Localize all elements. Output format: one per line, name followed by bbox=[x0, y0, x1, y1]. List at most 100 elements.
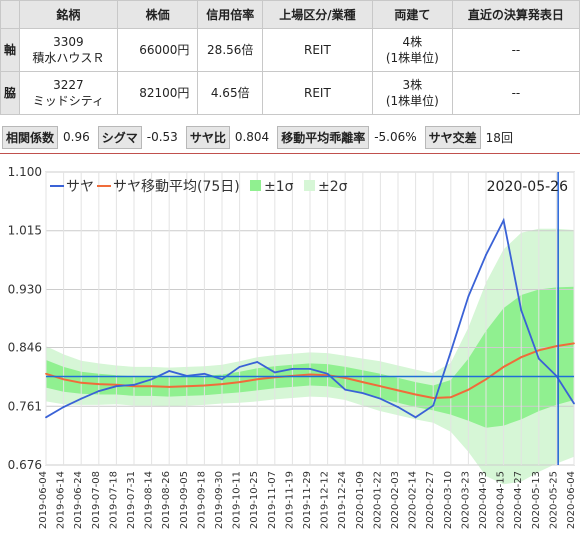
series-moving-average-point bbox=[379, 385, 382, 388]
series-moving-average-point bbox=[467, 388, 470, 391]
stat-label-ma-deviation[interactable]: 移動平均乖離率 bbox=[277, 125, 370, 149]
sector-cell: REIT bbox=[262, 71, 373, 115]
series-moving-average-point bbox=[309, 373, 311, 376]
x-tick-label: 2019-06-24 bbox=[73, 471, 84, 529]
series-moving-average-point bbox=[397, 389, 399, 392]
x-tick-label: 2019-11-07 bbox=[267, 471, 278, 529]
series-saya-point bbox=[467, 295, 470, 298]
series-moving-average-point bbox=[537, 349, 540, 352]
series-saya-point bbox=[273, 371, 276, 374]
x-tick-label: 2020-05-25 bbox=[548, 471, 559, 529]
table-header-row: 銘柄 株価 信用倍率 上場区分/業種 両建て 直近の決算発表日 bbox=[0, 0, 580, 29]
stock-name: ミッドシティ bbox=[32, 94, 105, 108]
series-moving-average-point bbox=[520, 356, 523, 359]
table-row: 軸 3309 積水ハウスＲ 66000円 28.56倍 REIT 4株 (1株単位)… bbox=[0, 28, 580, 72]
series-moving-average-point bbox=[45, 372, 47, 375]
name-cell: 3227 ミッドシティ bbox=[18, 71, 118, 115]
stat-value-ma-deviation: -5.06% bbox=[374, 130, 417, 144]
legend-2sigma-swatch bbox=[304, 180, 315, 191]
price-cell: 66000円 bbox=[116, 28, 199, 72]
series-saya-point bbox=[449, 350, 452, 353]
series-moving-average-point bbox=[62, 378, 65, 381]
stat-value-correlation: 0.96 bbox=[63, 130, 90, 144]
y-tick-label: 0.676 bbox=[8, 458, 42, 472]
x-tick-label: 2020-04-15 bbox=[496, 471, 507, 529]
lot-count: 3株 bbox=[402, 78, 423, 92]
series-moving-average-point bbox=[414, 393, 417, 396]
x-tick-label: 2020-03-23 bbox=[460, 471, 471, 529]
series-moving-average-point bbox=[361, 381, 364, 383]
x-tick-label: 2019-11-19 bbox=[284, 471, 295, 529]
series-saya-point bbox=[133, 383, 135, 386]
stat-label-correlation[interactable]: 相関係数 bbox=[2, 125, 59, 149]
series-moving-average-point bbox=[185, 385, 188, 388]
stat-label-sigma[interactable]: シグマ bbox=[97, 125, 142, 149]
stat-value-ratio: 0.804 bbox=[234, 130, 270, 144]
x-tick-label: 2019-07-31 bbox=[126, 471, 137, 529]
lot-count: 4株 bbox=[402, 35, 423, 49]
y-tick-label: 1.015 bbox=[8, 224, 42, 238]
x-tick-label: 2019-06-14 bbox=[56, 471, 67, 529]
earnings-cell: -- bbox=[451, 71, 580, 115]
header-name: 銘柄 bbox=[18, 0, 118, 29]
y-tick-label: 0.930 bbox=[8, 282, 42, 296]
margin-cell: 4.65倍 bbox=[197, 71, 264, 115]
stat-label-ratio[interactable]: サヤ比 bbox=[185, 125, 230, 149]
series-saya-point bbox=[115, 385, 118, 388]
x-tick-label: 2019-11-29 bbox=[302, 471, 313, 529]
series-moving-average-point bbox=[344, 377, 347, 379]
stock-code: 3227 bbox=[53, 78, 84, 92]
stat-label-crossings[interactable]: サヤ交差 bbox=[424, 125, 481, 149]
y-tick-label: 0.846 bbox=[8, 341, 42, 355]
x-tick-label: 2020-01-09 bbox=[355, 471, 366, 529]
series-saya-point bbox=[432, 404, 435, 407]
series-saya-point bbox=[256, 361, 259, 363]
header-earnings: 直近の決算発表日 bbox=[451, 0, 580, 29]
series-moving-average-point bbox=[150, 385, 153, 388]
legend-saya-label: サヤ bbox=[66, 179, 94, 195]
series-saya-point bbox=[291, 368, 294, 370]
series-saya-point bbox=[520, 309, 523, 312]
x-tick-label: 2019-09-05 bbox=[179, 471, 190, 529]
x-tick-label: 2020-04-27 bbox=[513, 471, 524, 529]
series-saya-point bbox=[485, 254, 487, 256]
series-saya-point bbox=[344, 388, 347, 391]
price-cell: 82100円 bbox=[116, 71, 199, 115]
series-moving-average-point bbox=[97, 383, 100, 386]
x-tick-label: 2019-12-12 bbox=[320, 471, 331, 529]
series-saya-point bbox=[537, 357, 540, 360]
stock-code: 3309 bbox=[53, 35, 84, 49]
x-tick-label: 2019-10-11 bbox=[232, 471, 243, 529]
legend-1sigma-swatch bbox=[250, 180, 261, 191]
series-saya-point bbox=[150, 378, 153, 381]
stat-value-crossings: 18回 bbox=[485, 130, 513, 145]
series-saya-point bbox=[203, 372, 206, 375]
x-tick-label: 2020-02-03 bbox=[390, 471, 401, 529]
stat-value-sigma: -0.53 bbox=[146, 130, 178, 144]
series-saya-point bbox=[414, 416, 417, 419]
role-cell: 脇 bbox=[0, 71, 20, 115]
spread-chart: 1.100 1.015 0.930 0.846 0.761 0.6762019-06-04… bbox=[8, 165, 577, 529]
series-saya-point bbox=[397, 406, 399, 408]
lot-cell: 3株 (1株単位) bbox=[371, 71, 453, 115]
series-saya-point bbox=[168, 370, 171, 372]
series-saya-point bbox=[221, 378, 223, 381]
stock-name: 積水ハウスＲ bbox=[32, 51, 105, 65]
series-saya-point bbox=[97, 390, 100, 392]
header-sector: 上場区分/業種 bbox=[262, 0, 373, 29]
series-moving-average-point bbox=[256, 378, 259, 381]
x-tick-label: 2020-02-14 bbox=[408, 471, 419, 529]
legend-moving-average-label: サヤ移動平均(75日) bbox=[113, 179, 240, 195]
series-moving-average-point bbox=[573, 342, 575, 345]
x-tick-label: 2019-10-25 bbox=[249, 471, 260, 529]
role-cell: 軸 bbox=[0, 28, 20, 72]
earnings-cell: -- bbox=[451, 28, 580, 72]
series-saya-point bbox=[80, 397, 83, 400]
x-tick-label: 2019-07-08 bbox=[91, 471, 102, 529]
margin-cell: 28.56倍 bbox=[197, 28, 264, 72]
series-saya-point bbox=[361, 392, 364, 395]
series-moving-average-point bbox=[238, 381, 241, 383]
y-tick-label: 1.100 bbox=[8, 165, 42, 179]
x-tick-label: 2019-09-30 bbox=[214, 471, 225, 529]
lot-unit: (1株単位) bbox=[385, 94, 439, 108]
